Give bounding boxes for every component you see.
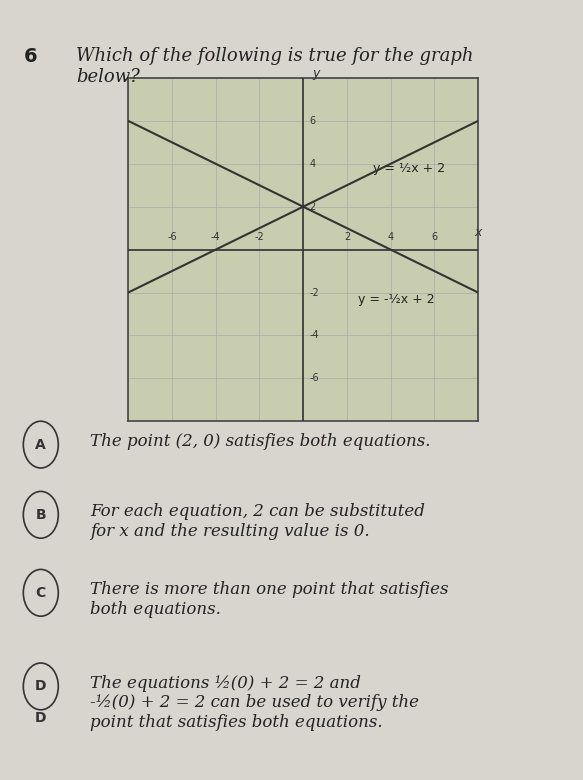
Text: Which of the following is true for the graph
below?: Which of the following is true for the g…: [76, 47, 473, 86]
Text: y = ½x + 2: y = ½x + 2: [373, 161, 445, 175]
Text: D: D: [35, 711, 47, 725]
Text: 4: 4: [388, 232, 394, 242]
Text: 6: 6: [23, 47, 37, 66]
Text: x: x: [475, 226, 482, 239]
Text: The point (2, 0) satisfies both equations.: The point (2, 0) satisfies both equation…: [90, 433, 431, 450]
Text: -6: -6: [167, 232, 177, 242]
Text: For each equation, 2 can be substituted
for x and the resulting value is 0.: For each equation, 2 can be substituted …: [90, 503, 425, 540]
Text: 2: 2: [344, 232, 350, 242]
Text: 6: 6: [431, 232, 437, 242]
Text: There is more than one point that satisfies
both equations.: There is more than one point that satisf…: [90, 581, 449, 618]
Text: -2: -2: [310, 288, 319, 297]
Text: -4: -4: [310, 331, 319, 340]
Text: -6: -6: [310, 374, 319, 383]
Text: -2: -2: [255, 232, 264, 242]
Text: 6: 6: [310, 116, 316, 126]
Text: A: A: [36, 438, 46, 452]
Text: 2: 2: [310, 202, 316, 211]
Text: y = -½x + 2: y = -½x + 2: [358, 292, 434, 306]
Text: 4: 4: [310, 159, 316, 168]
Text: C: C: [36, 586, 46, 600]
Text: The equations ½(0) + 2 = 2 and
-½(0) + 2 = 2 can be used to verify the
point tha: The equations ½(0) + 2 = 2 and -½(0) + 2…: [90, 675, 419, 731]
Text: D: D: [35, 679, 47, 693]
Text: y: y: [312, 67, 319, 80]
Text: -4: -4: [211, 232, 220, 242]
Text: B: B: [36, 508, 46, 522]
